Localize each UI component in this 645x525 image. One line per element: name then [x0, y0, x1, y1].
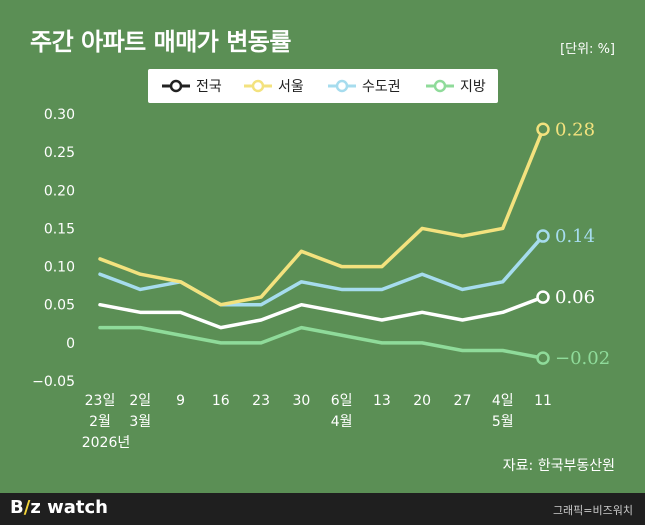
legend: 전국 서울 수도권 지방 — [148, 69, 498, 103]
end-value-label: 0.14 — [555, 226, 595, 247]
unit-label: [단위: %] — [560, 42, 615, 57]
series-line-수도권 — [98, 234, 545, 307]
end-value-label: 0.06 — [555, 287, 595, 308]
x-tick-label: 4일 — [492, 393, 514, 409]
year-label: 2026년 — [82, 435, 131, 451]
x-tick-label: 30 — [292, 393, 310, 409]
legend-label: 수도권 — [362, 79, 401, 95]
legend-svg: 전국 서울 수도권 지방 — [162, 79, 486, 95]
end-marker-지방 — [536, 351, 550, 365]
graphic-credit: 그래픽=비즈워치 — [552, 504, 633, 517]
series-line-전국 — [98, 295, 545, 330]
y-tick-label: 0.30 — [44, 107, 75, 123]
end-marker-전국 — [536, 290, 550, 304]
x-tick-label: 2일 — [129, 393, 151, 409]
footer-bar: B/z watch 그래픽=비즈워치 — [0, 493, 645, 525]
series-line-서울 — [98, 127, 545, 307]
x-tick-sublabel: 5월 — [492, 414, 514, 430]
legend-marker — [169, 79, 183, 93]
end-value-label: 0.28 — [555, 119, 595, 140]
x-tick-label: 9 — [176, 393, 185, 409]
y-tick-label: 0.05 — [44, 298, 75, 314]
x-tick-label: 23 — [252, 393, 270, 409]
legend-marker — [251, 79, 265, 93]
legend-label: 서울 — [278, 79, 304, 95]
y-tick-label: 0.10 — [44, 260, 75, 276]
legend-marker — [335, 79, 349, 93]
y-tick-label: 0.15 — [44, 221, 75, 237]
x-tick-label: 13 — [373, 393, 391, 409]
end-marker-서울 — [536, 122, 550, 137]
legend-label: 지방 — [460, 79, 486, 95]
x-tick-label: 27 — [454, 393, 472, 409]
x-tick-label: 20 — [413, 393, 431, 409]
chart-title: 주간 아파트 매매가 변동률 — [30, 28, 291, 56]
legend-marker — [433, 79, 447, 93]
y-tick-label: −0.05 — [32, 374, 75, 390]
source-note: 자료: 한국부동산원 — [502, 458, 615, 474]
end-marker-수도권 — [536, 229, 550, 243]
x-tick-sublabel: 2월 — [89, 414, 111, 430]
end-value-label: −0.02 — [555, 348, 610, 369]
x-tick-label: 6일 — [331, 393, 353, 409]
y-tick-label: 0.20 — [44, 183, 75, 199]
x-tick-label: 16 — [212, 393, 230, 409]
x-tick-label: 23일 — [85, 393, 116, 409]
x-tick-sublabel: 3월 — [129, 414, 151, 430]
x-tick-sublabel: 4월 — [331, 414, 353, 430]
y-tick-label: 0.25 — [44, 145, 75, 161]
legend-label: 전국 — [196, 79, 222, 95]
line-chart: 0.30 0.25 0.20 0.15 0.10 0.05 0 −0.05 23일 2월 2일 3월 9… — [32, 107, 610, 451]
x-tick-label: 11 — [534, 393, 552, 409]
brand-logo: B/z watch — [10, 497, 108, 518]
y-tick-label: 0 — [66, 336, 75, 352]
series-line-지방 — [98, 325, 545, 360]
